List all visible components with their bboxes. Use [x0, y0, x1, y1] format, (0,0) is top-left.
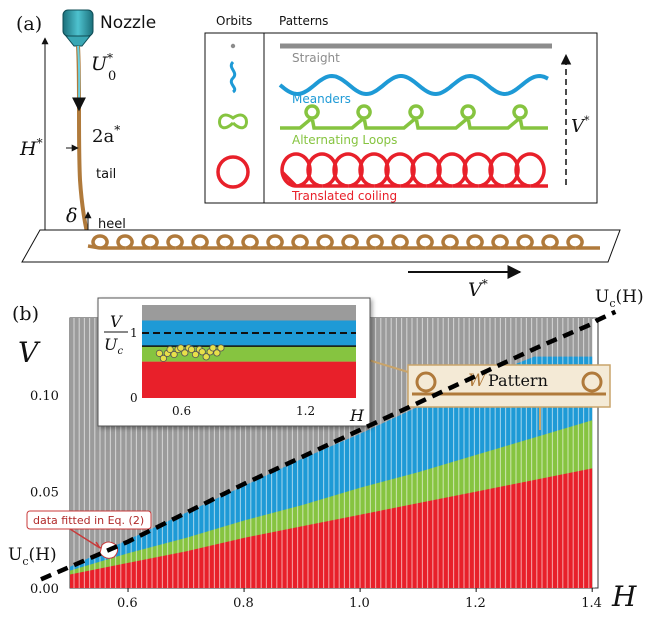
y-tick-0: 0.00 [30, 582, 59, 597]
callout-box [26, 510, 152, 530]
w-pattern-word: Pattern [488, 371, 548, 390]
fit-point [217, 344, 225, 352]
u0-arrow [72, 45, 87, 112]
panel-b: (b) V H 0.00 0.05 0.10 0.6 0.8 1.0 1.2 1.4 Uc(… [8, 287, 644, 613]
inset-band-3 [142, 305, 356, 321]
pattern-legend: Orbits Patterns Straight Meanders Altern… [204, 14, 598, 204]
x-tick-labels: 0.6 0.8 1.0 1.2 1.4 [117, 588, 602, 611]
fit-point [198, 348, 206, 356]
panel-b-label: (b) [12, 303, 39, 325]
fit-point [170, 350, 178, 359]
nozzle-icon [62, 9, 94, 47]
orbits-header: Orbits [216, 14, 252, 28]
u0-subscript: 0 [108, 69, 116, 84]
w-pattern-callout: W Pattern [341, 351, 611, 430]
meander-pattern [278, 73, 549, 97]
orbit-meander-icon [229, 60, 237, 94]
series-area-0 [70, 468, 593, 588]
coiling-pattern [280, 152, 548, 188]
panel-a: (a) Nozzle U* 0 H* 2a* tail δ heel V* [16, 9, 621, 301]
fit-point [191, 350, 200, 359]
y-tick-labels: 0.00 0.05 0.10 [30, 389, 59, 597]
inset-fit-points [155, 344, 225, 362]
x-tick-1: 0.8 [233, 596, 254, 611]
straight-label: Straight [292, 51, 340, 65]
x-tick-4: 1.4 [581, 596, 602, 611]
fit-point [177, 344, 185, 352]
coiling-label: Translated coiling [291, 189, 397, 203]
y-tick-2: 0.10 [30, 389, 59, 404]
inset-xtick-12: 1.2 [296, 404, 315, 418]
y-axis-label: V [18, 336, 41, 369]
orbit-coil-icon [216, 155, 250, 189]
coil-trace [87, 234, 600, 250]
callout-text: data fitted in Eq. (2) [33, 514, 144, 527]
patterns-header: Patterns [279, 14, 328, 28]
panel-a-label: (a) [16, 13, 42, 35]
a-star-label: 2a* [92, 123, 120, 147]
nozzle-label: Nozzle [100, 13, 156, 33]
fit-point [155, 349, 163, 357]
inset-ytick-1: 1 [130, 326, 138, 340]
orbit-straight-icon [230, 43, 236, 49]
heel-label: heel [98, 217, 126, 232]
x-tick-0: 0.6 [117, 596, 138, 611]
inset-y-num: V [110, 312, 123, 331]
u0-label: U* [91, 51, 113, 75]
inset: V Uc 1 0 0.6 1.2 H [97, 297, 371, 427]
fit-point [159, 354, 167, 362]
orbit-loops-icon [218, 113, 248, 130]
v-star-label: V* [468, 277, 488, 301]
fit-point [202, 353, 210, 361]
fit-point [209, 344, 217, 352]
x-tick-2: 1.0 [349, 596, 370, 611]
fit-point [213, 349, 221, 357]
x-tick-3: 1.2 [465, 596, 486, 611]
h-star-label: H* [19, 136, 43, 160]
x-axis-label: H [611, 580, 637, 613]
uc-label-top: Uc(H) [595, 287, 644, 310]
loops-pattern [280, 104, 548, 130]
fit-point [166, 345, 174, 354]
meander-label: Meanders [292, 92, 351, 106]
inset-band-0 [142, 361, 356, 398]
legend-v-label: V* [571, 114, 590, 137]
inset-ytick-0: 0 [130, 391, 138, 405]
delta-label: δ [66, 205, 77, 227]
uc-label-bottom: Uc(H) [8, 545, 57, 568]
y-tick-1: 0.05 [30, 486, 59, 501]
loops-label: Alternating Loops [292, 133, 397, 147]
inset-y-den: Uc [104, 335, 123, 357]
fit-point [187, 345, 196, 354]
uc-curve [40, 309, 617, 582]
inset-xtick-06: 0.6 [172, 404, 191, 418]
tail-label: tail [96, 167, 116, 182]
inset-x-label: H [349, 406, 365, 425]
fit-point [181, 349, 189, 357]
